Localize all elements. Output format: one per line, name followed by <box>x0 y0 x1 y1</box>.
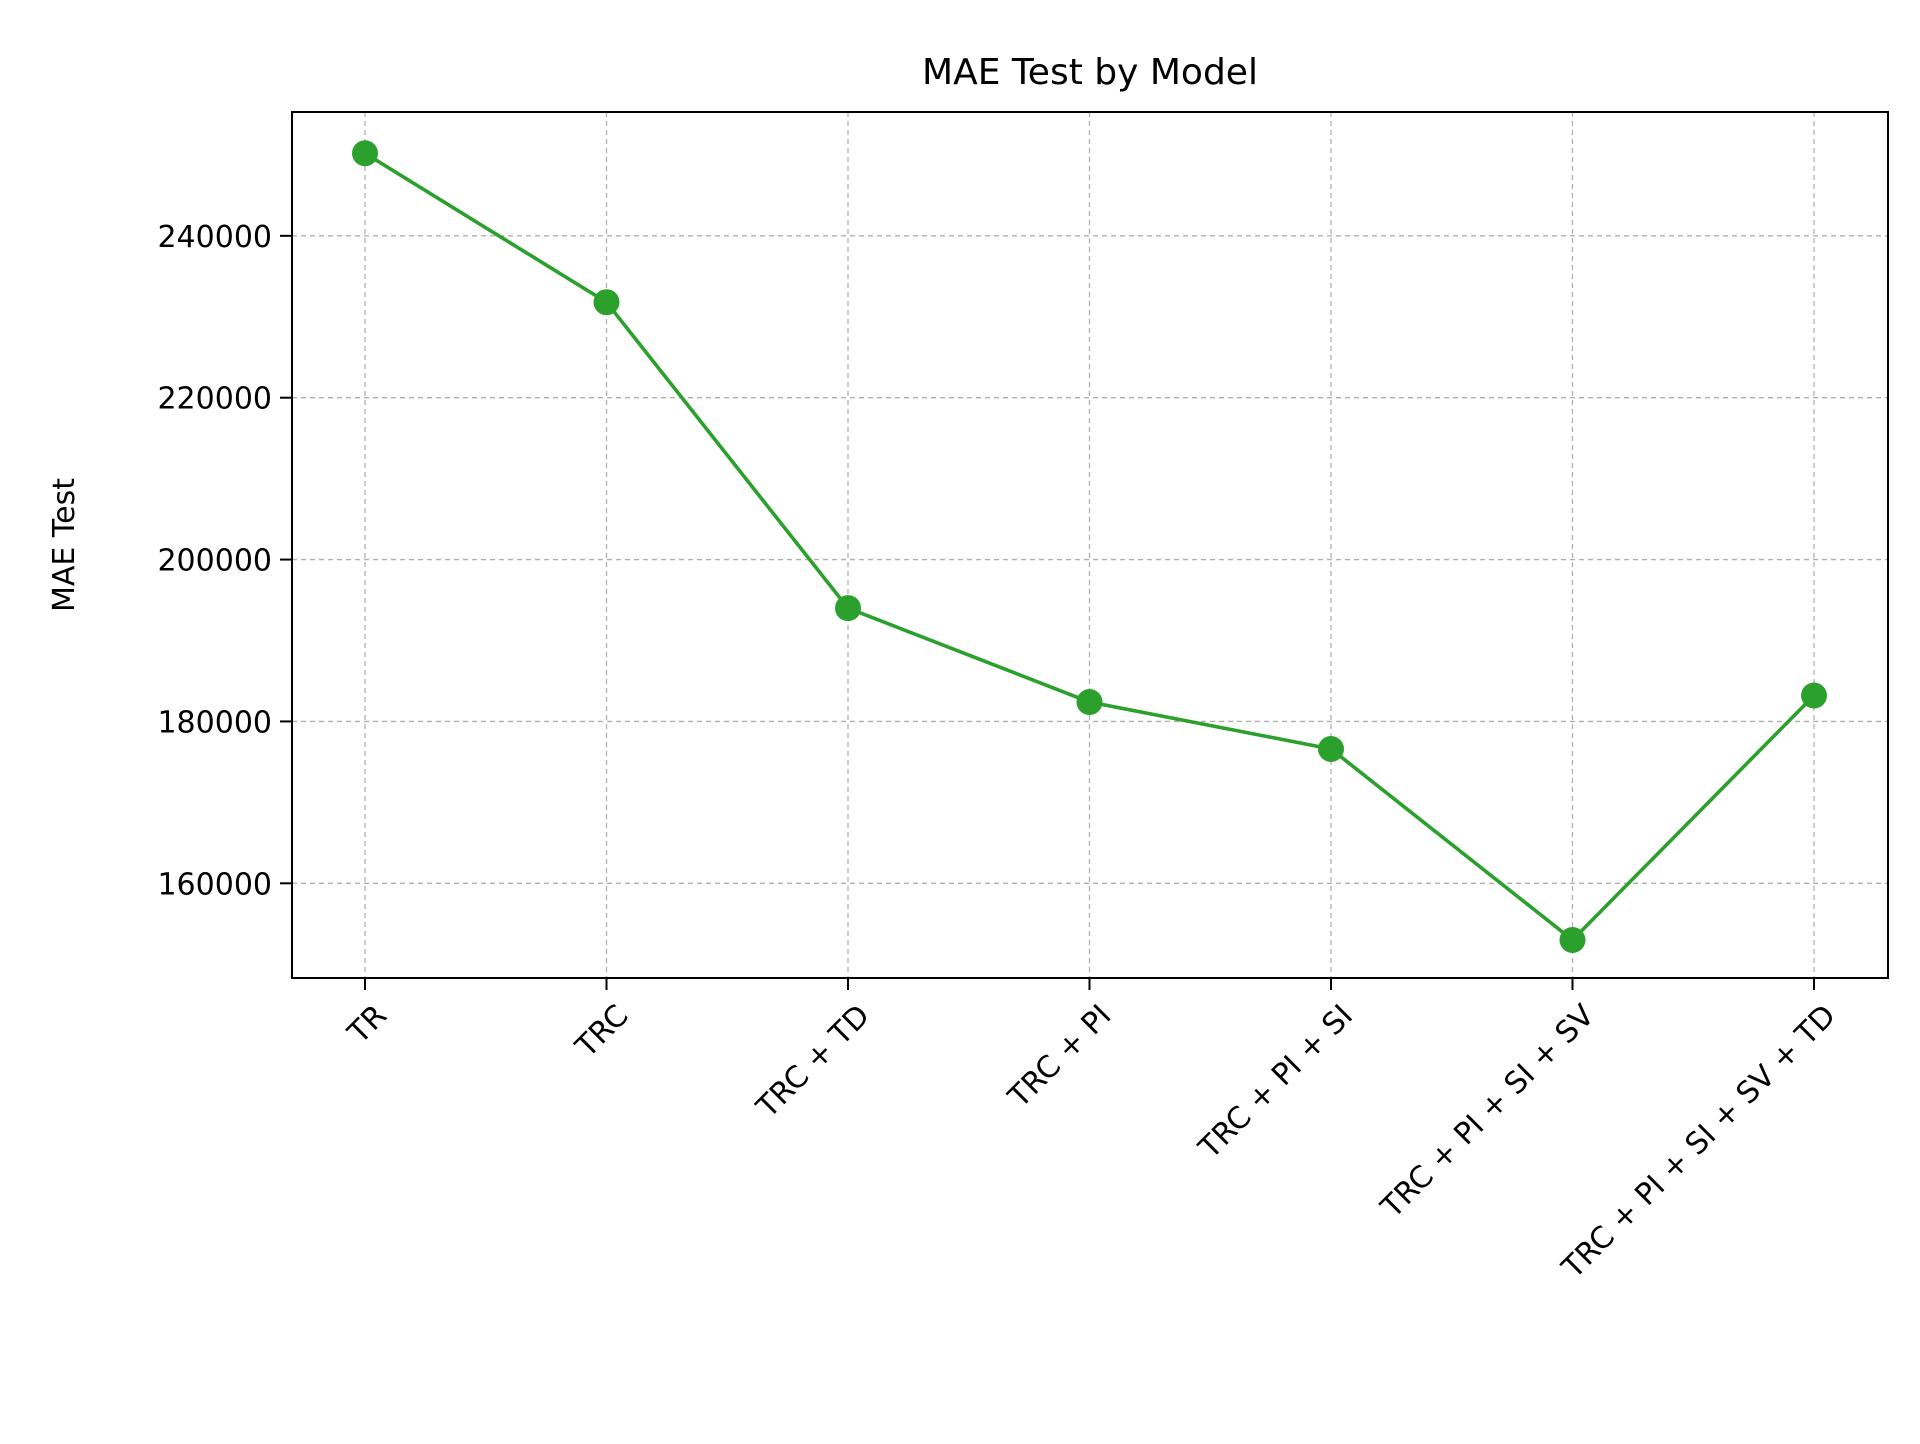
x-tick-label: TRC + TD <box>749 998 876 1125</box>
chart-title: MAE Test by Model <box>922 52 1258 93</box>
y-tick-label: 180000 <box>157 705 272 740</box>
grid-layer <box>292 112 1888 978</box>
y-tick-label: 160000 <box>157 867 272 902</box>
x-tick-label: TRC + PI + SI <box>1192 998 1360 1166</box>
y-tick-label: 220000 <box>157 382 272 417</box>
y-tick-label: 200000 <box>157 544 272 579</box>
data-point <box>352 140 378 167</box>
y-axis-label: MAE Test <box>47 478 82 612</box>
data-point <box>593 289 620 316</box>
x-tick-label: TR <box>341 998 394 1051</box>
data-point <box>835 595 861 622</box>
marker-layer <box>352 140 1827 953</box>
label-layer: TR TRC TRC + TD TRC + PI TRC + PI + SI TRC + … <box>157 220 1842 1286</box>
x-tick-label: TRC + PI <box>1001 998 1118 1115</box>
data-point <box>1076 689 1103 716</box>
y-tick-label: 240000 <box>157 220 272 255</box>
x-tick-label: TRC + PI + SI + SV <box>1374 998 1602 1226</box>
x-tick-label: TRC <box>569 998 636 1065</box>
x-tick-label: TRC + PI + SI + SV + TD <box>1555 998 1843 1286</box>
data-point <box>1318 735 1344 762</box>
tick-layer <box>280 234 1815 990</box>
data-point <box>1559 926 1586 953</box>
data-point <box>1801 682 1827 709</box>
